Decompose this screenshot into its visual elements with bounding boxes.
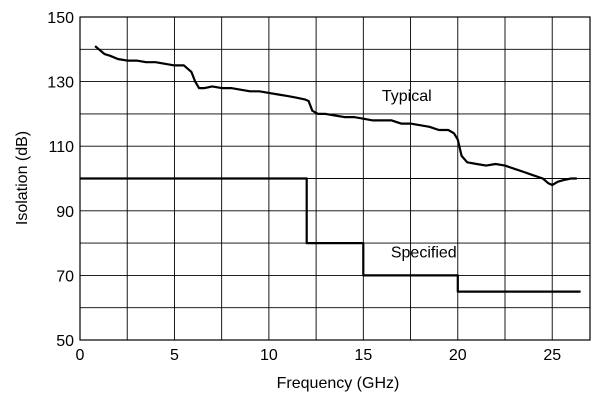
x-axis-label: Frequency (GHz) [277, 375, 400, 392]
annotations: Typical Specified [382, 88, 457, 262]
series-group [80, 45, 581, 293]
annotation-typical: Typical [382, 88, 432, 105]
x-tick-labels: 0 5 10 15 20 25 [76, 347, 562, 364]
series-typical-line [94, 45, 577, 187]
y-tick-label: 50 [56, 333, 74, 350]
y-tick-label: 110 [48, 139, 74, 156]
y-tick-label: 90 [56, 204, 74, 221]
x-tick-label: 5 [170, 347, 179, 364]
series-specified-line [80, 177, 581, 293]
y-tick-label: 150 [47, 10, 74, 27]
y-axis-label: Isolation (dB) [14, 131, 31, 225]
x-tick-label: 10 [260, 347, 278, 364]
y-tick-labels: 50 70 90 110 130 150 [47, 10, 74, 350]
x-tick-label: 25 [543, 347, 561, 364]
x-tick-label: 0 [76, 347, 85, 364]
y-tick-label: 70 [56, 268, 74, 285]
y-tick-label: 130 [47, 75, 74, 92]
x-tick-label: 15 [354, 347, 372, 364]
annotation-specified: Specified [391, 245, 457, 262]
x-tick-label: 20 [449, 347, 467, 364]
